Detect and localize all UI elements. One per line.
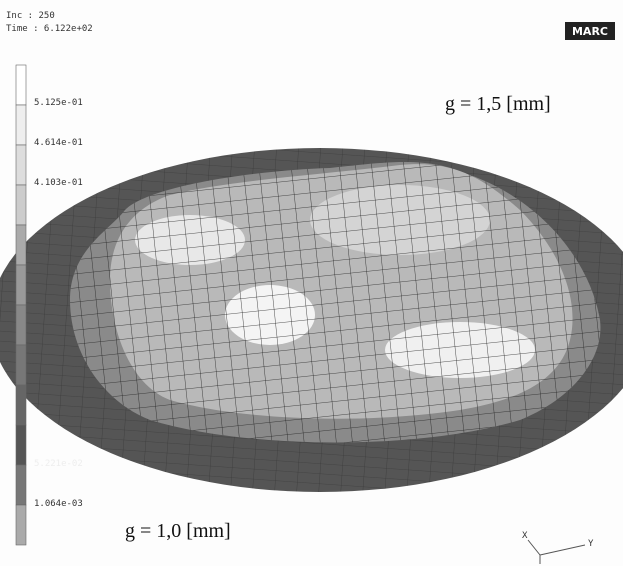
legend-label: 5.221e-02 — [34, 459, 83, 469]
legend-label: 4.103e-01 — [34, 178, 83, 188]
annotation: g = 1,5 [mm] — [445, 93, 551, 115]
legend-label: 1.064e-03 — [34, 499, 83, 509]
logo: MARC — [572, 25, 608, 38]
legend-label: 5.125e-01 — [34, 98, 83, 108]
part-mesh — [70, 162, 600, 442]
axis-label: X — [522, 531, 528, 541]
legend-label: 4.614e-01 — [34, 138, 83, 148]
time: Time : 6.122e+02 — [6, 24, 93, 34]
increment: Inc : 250 — [6, 11, 55, 21]
fem-screenshot: Inc : 250 Time : 6.122e+02 MARC 5.125e-0… — [0, 0, 623, 566]
axis-label: Y — [588, 539, 594, 549]
annotation: g = 1,0 [mm] — [125, 520, 231, 542]
legend-bar — [16, 65, 26, 545]
